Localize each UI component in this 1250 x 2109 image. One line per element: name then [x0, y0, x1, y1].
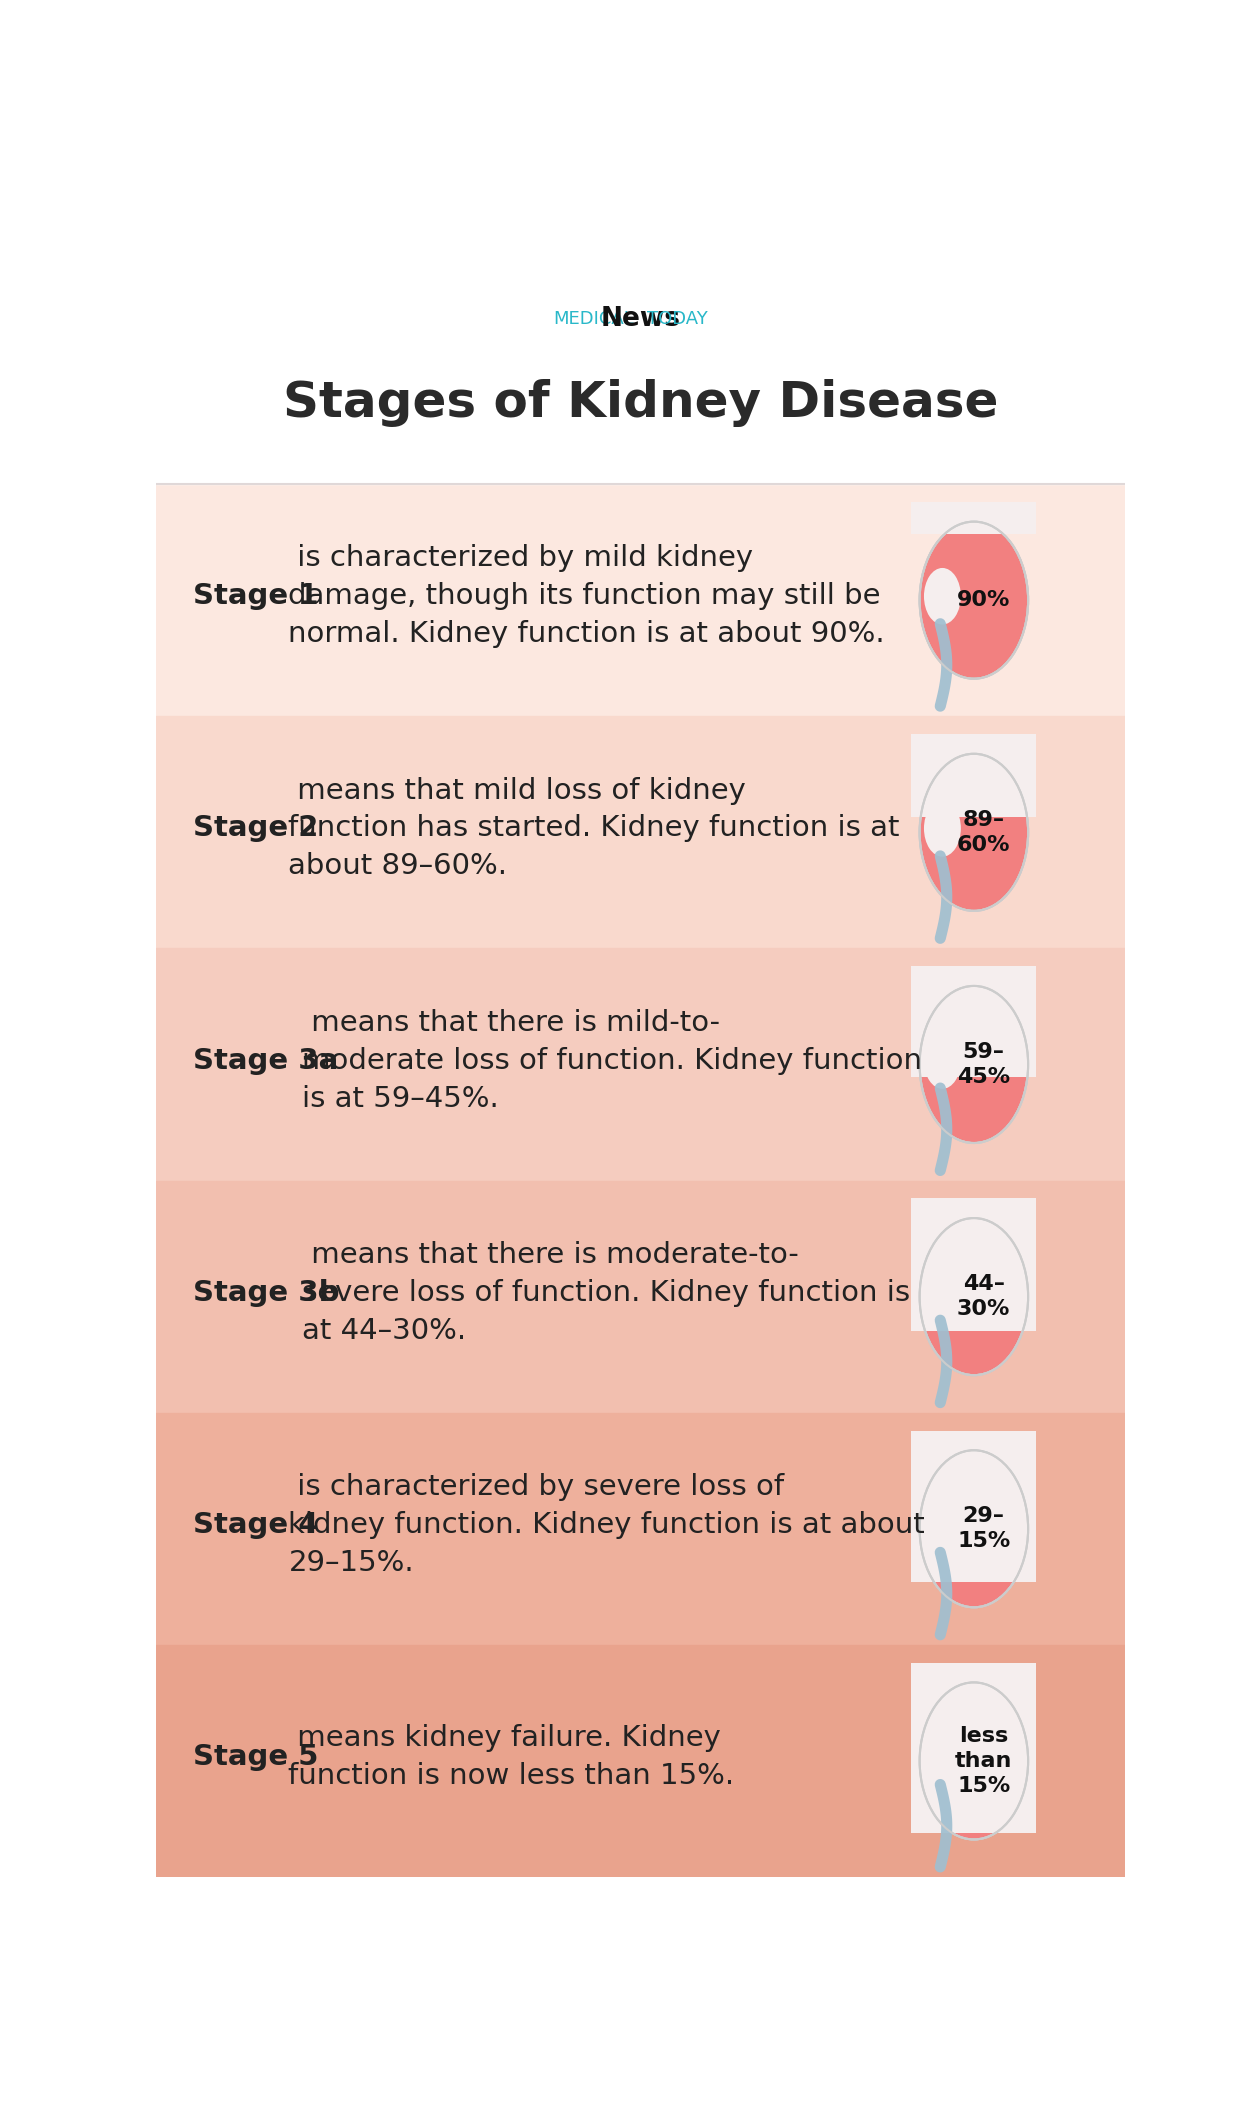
Text: Stage 4: Stage 4 [194, 1510, 319, 1540]
Bar [156, 485, 1125, 717]
Text: News: News [601, 306, 680, 331]
Bar [156, 1413, 1125, 1645]
Text: MEDICAL: MEDICAL [554, 310, 635, 327]
Ellipse shape [920, 753, 1028, 911]
Text: Stages of Kidney Disease: Stages of Kidney Disease [282, 380, 999, 428]
Bar [911, 1430, 1036, 1582]
Text: Stage 3b: Stage 3b [194, 1278, 340, 1308]
Text: is characterized by mild kidney
damage, though its function may still be
normal.: is characterized by mild kidney damage, … [289, 544, 885, 647]
Text: 29–
15%: 29– 15% [958, 1506, 1010, 1552]
Text: means that there is moderate-to-
severe loss of function. Kidney function is
at : means that there is moderate-to- severe … [302, 1240, 910, 1346]
Text: means that there is mild-to-
moderate loss of function. Kidney function
is at 59: means that there is mild-to- moderate lo… [302, 1008, 922, 1114]
Bar [911, 502, 1036, 534]
Ellipse shape [924, 567, 961, 624]
Ellipse shape [924, 1031, 961, 1088]
Text: Stage 1: Stage 1 [194, 582, 319, 610]
Bar [156, 717, 1125, 949]
Bar [156, 949, 1125, 1181]
Text: is characterized by severe loss of
kidney function. Kidney function is at about
: is characterized by severe loss of kidne… [289, 1472, 925, 1578]
Bar [156, 1645, 1125, 1877]
Text: Stage 3a: Stage 3a [194, 1046, 339, 1076]
Ellipse shape [920, 1451, 1028, 1607]
Text: Stage 2: Stage 2 [194, 814, 319, 841]
Ellipse shape [920, 1219, 1028, 1375]
Ellipse shape [920, 985, 1028, 1143]
Ellipse shape [924, 1729, 961, 1786]
Text: 44–
30%: 44– 30% [958, 1274, 1010, 1318]
Text: Stage 5: Stage 5 [194, 1742, 319, 1772]
Ellipse shape [924, 1265, 961, 1320]
Text: means that mild loss of kidney
function has started. Kidney function is at
about: means that mild loss of kidney function … [289, 776, 900, 879]
Bar [911, 1662, 1036, 1833]
Bar [911, 966, 1036, 1078]
Bar [156, 1181, 1125, 1413]
Bar [911, 1198, 1036, 1331]
Ellipse shape [924, 799, 961, 856]
Text: less
than
15%: less than 15% [955, 1725, 1012, 1795]
Bar [156, 253, 1125, 485]
Ellipse shape [924, 1497, 961, 1552]
Text: 59–
45%: 59– 45% [958, 1042, 1010, 1086]
Text: means kidney failure. Kidney
function is now less than 15%.: means kidney failure. Kidney function is… [289, 1725, 735, 1791]
Text: 89–
60%: 89– 60% [958, 810, 1010, 854]
Bar [911, 734, 1036, 816]
Ellipse shape [920, 521, 1028, 679]
Text: 90%: 90% [958, 591, 1010, 610]
Text: TODAY: TODAY [646, 310, 707, 327]
Ellipse shape [920, 1683, 1028, 1839]
